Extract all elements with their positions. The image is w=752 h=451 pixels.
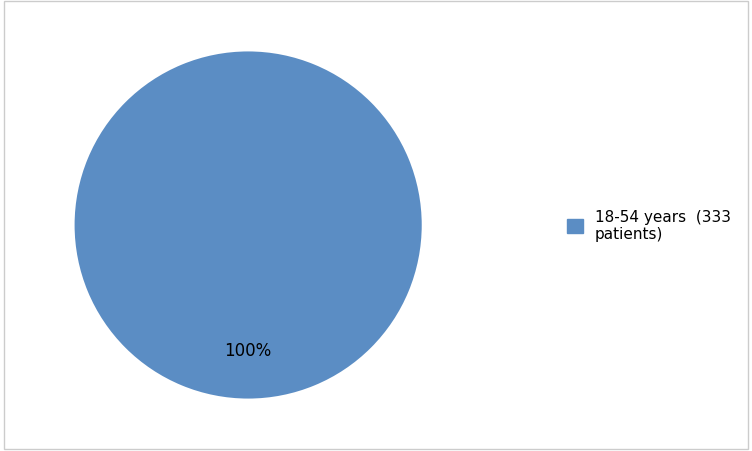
Wedge shape — [74, 52, 422, 399]
Text: 100%: 100% — [225, 341, 271, 359]
Legend: 18-54 years  (333
patients): 18-54 years (333 patients) — [561, 203, 737, 248]
